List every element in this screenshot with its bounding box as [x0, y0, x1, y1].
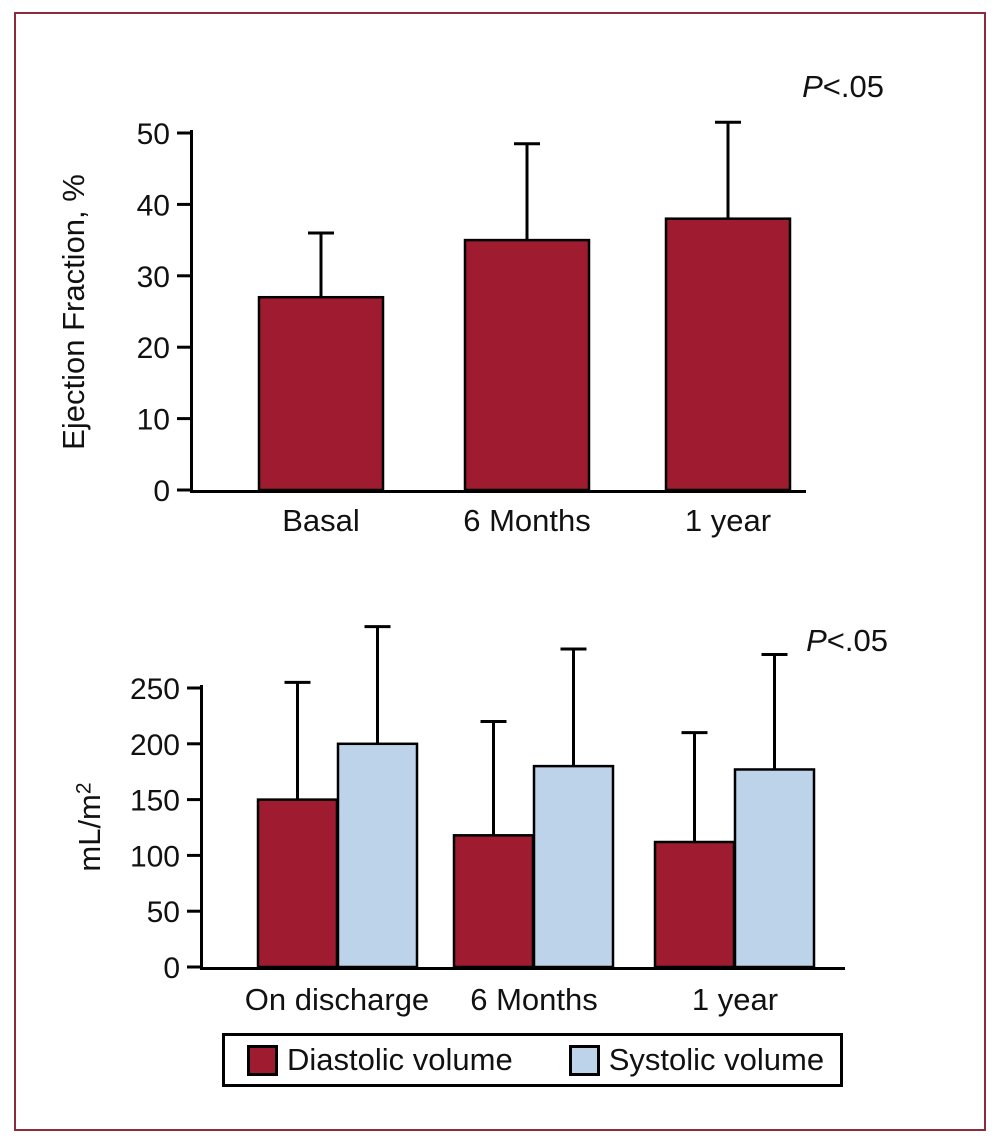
y-tick-label-ef-20: 20: [137, 332, 170, 365]
x-label-ef-1-year: 1 year: [685, 503, 771, 538]
x-label-vol-1-year: 1 year: [692, 982, 778, 1017]
bar-vol-6-months-s1: [532, 764, 615, 969]
p-value-annotation-vol: P<.05: [806, 623, 888, 658]
bar-ef-basal-s0: [257, 295, 385, 492]
y-tick-label-ef-0: 0: [153, 475, 170, 508]
legend-swatch-systolic: [568, 1044, 600, 1076]
legend-label-diastolic: Diastolic volume: [287, 1042, 513, 1077]
y-tick-label-vol-0: 0: [163, 952, 180, 985]
x-label-ef-6-months: 6 Months: [463, 503, 591, 538]
y-tick-label-ef-40: 40: [137, 189, 170, 222]
y-tick-label-vol-150: 150: [130, 785, 180, 818]
y-tick-label-vol-250: 250: [130, 673, 180, 706]
p-value-annotation-ef: P<.05: [802, 69, 884, 104]
y-tick-label-vol-100: 100: [130, 840, 180, 873]
y-axis-title-vol: mL/m2: [72, 782, 107, 871]
x-label-vol-on-discharge: On discharge: [245, 982, 429, 1017]
bar-vol-6-months-s0: [452, 834, 535, 969]
x-label-ef-basal: Basal: [282, 503, 360, 538]
bar-vol-1-year-s1: [733, 768, 816, 969]
bar-ef-1-year-s0: [664, 217, 792, 492]
y-tick-label-vol-200: 200: [130, 729, 180, 762]
bar-vol-on-discharge-s1: [336, 742, 419, 969]
y-tick-label-ef-50: 50: [137, 118, 170, 151]
bar-vol-on-discharge-s0: [256, 798, 339, 969]
y-axis-title-ef: Ejection Fraction, %: [56, 174, 91, 450]
bar-vol-1-year-s0: [653, 840, 736, 969]
y-tick-label-ef-10: 10: [137, 404, 170, 437]
y-tick-label-vol-50: 50: [147, 896, 180, 929]
x-label-vol-6-months: 6 Months: [470, 982, 598, 1017]
bar-ef-6-months-s0: [463, 238, 591, 492]
legend-swatch-diastolic: [247, 1044, 278, 1076]
y-tick-label-ef-30: 30: [137, 261, 170, 294]
legend-label-systolic: Systolic volume: [608, 1042, 825, 1077]
legend-box: Diastolic volume Systolic volume: [222, 1033, 843, 1087]
